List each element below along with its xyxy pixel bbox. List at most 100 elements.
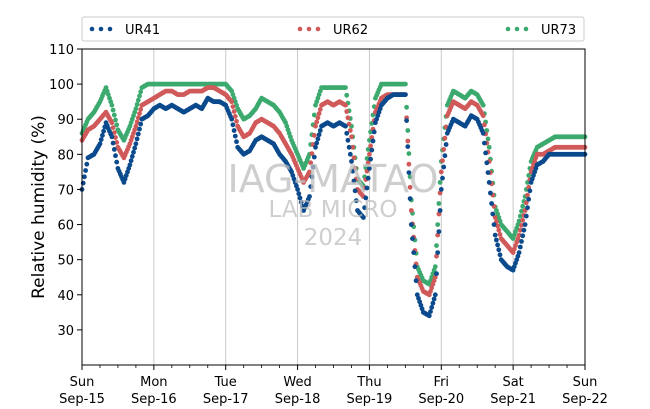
data-point-ur62 — [405, 138, 411, 144]
data-point-ur41 — [137, 126, 142, 132]
data-point-ur41 — [128, 158, 134, 164]
data-point-ur73 — [343, 85, 348, 90]
data-point-ur73 — [434, 243, 439, 249]
data-point-ur62 — [316, 111, 322, 116]
data-point-ur62 — [137, 111, 142, 116]
x-tick-label-date: Sep-22 — [562, 392, 608, 407]
data-point-ur73 — [403, 81, 408, 87]
data-point-ur41 — [134, 136, 140, 142]
data-point-ur41 — [516, 250, 522, 256]
data-point-ur62 — [523, 200, 529, 206]
data-point-ur41 — [411, 250, 417, 256]
data-point-ur41 — [98, 137, 104, 143]
data-point-ur41 — [232, 133, 238, 139]
data-point-ur62 — [314, 119, 320, 125]
data-point-ur41 — [494, 237, 499, 243]
data-point-ur41 — [370, 138, 376, 144]
data-point-ur41 — [434, 271, 439, 277]
data-point-ur41 — [406, 170, 412, 176]
data-point-ur41 — [489, 201, 494, 206]
data-point-ur62 — [231, 109, 237, 114]
data-point-ur41 — [368, 156, 373, 162]
plot-frame — [82, 49, 585, 365]
legend-marker-ur73 — [523, 26, 529, 32]
data-point-ur41 — [296, 191, 302, 197]
data-point-ur41 — [495, 242, 500, 248]
data-point-ur41 — [298, 199, 304, 205]
data-point-ur41 — [413, 278, 419, 284]
data-point-ur73 — [114, 122, 120, 128]
data-point-ur62 — [307, 169, 312, 175]
data-point-ur62 — [311, 133, 317, 138]
data-point-ur62 — [234, 118, 239, 124]
data-point-ur62 — [113, 135, 118, 140]
data-point-ur41 — [131, 149, 136, 155]
data-point-ur41 — [428, 309, 433, 314]
x-tick-label-date: Sep-15 — [59, 392, 105, 407]
legend-marker-ur41 — [89, 26, 95, 32]
legend-marker-ur62 — [315, 26, 321, 32]
data-point-ur41 — [350, 168, 356, 174]
data-point-ur73 — [516, 218, 522, 224]
data-point-ur73 — [364, 156, 370, 161]
data-point-ur62 — [232, 114, 238, 119]
data-point-ur62 — [345, 115, 351, 121]
legend-item-ur62: UR62 — [297, 23, 368, 38]
data-point-ur41 — [234, 139, 239, 145]
data-point-ur41 — [405, 144, 411, 150]
data-point-ur41 — [403, 92, 408, 97]
y-tick-label: 90 — [57, 113, 74, 128]
data-point-ur41 — [443, 142, 449, 147]
data-point-ur41 — [311, 154, 317, 160]
data-point-ur73 — [134, 102, 140, 107]
data-point-ur73 — [111, 112, 117, 118]
data-point-ur41 — [135, 131, 141, 137]
data-point-ur62 — [109, 120, 115, 126]
data-point-ur62 — [133, 123, 139, 129]
data-point-ur41 — [114, 159, 120, 165]
legend-marker-ur73 — [514, 26, 520, 32]
x-tick-label-day: Fri — [434, 375, 450, 390]
data-point-ur41 — [407, 196, 413, 202]
data-point-ur73 — [517, 213, 523, 219]
data-point-ur41 — [484, 160, 490, 166]
legend-marker-ur41 — [107, 26, 113, 32]
data-point-ur41 — [525, 205, 530, 211]
data-point-ur62 — [434, 253, 439, 259]
y-axis-title: Relative humidity (%) — [29, 115, 49, 299]
data-point-ur62 — [520, 217, 526, 223]
data-point-ur41 — [430, 300, 436, 306]
data-point-ur41 — [101, 128, 106, 134]
x-tick-label-day: Sun — [573, 375, 598, 390]
data-point-ur41 — [515, 253, 521, 259]
x-tick-label-date: Sep-16 — [131, 392, 177, 407]
data-point-ur62 — [134, 119, 140, 125]
data-point-ur73 — [365, 147, 371, 152]
data-point-ur41 — [349, 159, 354, 164]
data-point-ur73 — [284, 123, 290, 129]
legend-item-ur41: UR41 — [89, 23, 160, 38]
legend-marker-ur73 — [505, 26, 511, 32]
data-point-ur41 — [485, 170, 491, 176]
data-point-ur62 — [229, 99, 235, 105]
data-point-ur41 — [440, 175, 445, 181]
data-point-ur62 — [492, 215, 498, 220]
data-point-ur41 — [307, 194, 312, 199]
legend-item-ur73: UR73 — [505, 23, 576, 38]
data-point-ur73 — [526, 173, 532, 178]
watermark-line-2: LAB MICRO — [269, 197, 398, 223]
data-point-ur62 — [367, 151, 372, 157]
data-point-ur73 — [110, 107, 116, 113]
data-point-ur62 — [497, 232, 503, 237]
data-point-ur41 — [482, 140, 487, 146]
data-point-ur41 — [84, 161, 90, 167]
legend-marker-ur62 — [297, 26, 303, 32]
data-point-ur41 — [496, 247, 502, 253]
data-point-ur62 — [532, 159, 538, 164]
data-point-ur62 — [438, 169, 444, 175]
data-point-ur41 — [488, 190, 493, 196]
data-point-ur41 — [365, 175, 371, 181]
x-tick-label-day: Tue — [214, 375, 237, 390]
data-point-ur41 — [363, 195, 369, 201]
data-point-ur73 — [315, 95, 321, 101]
